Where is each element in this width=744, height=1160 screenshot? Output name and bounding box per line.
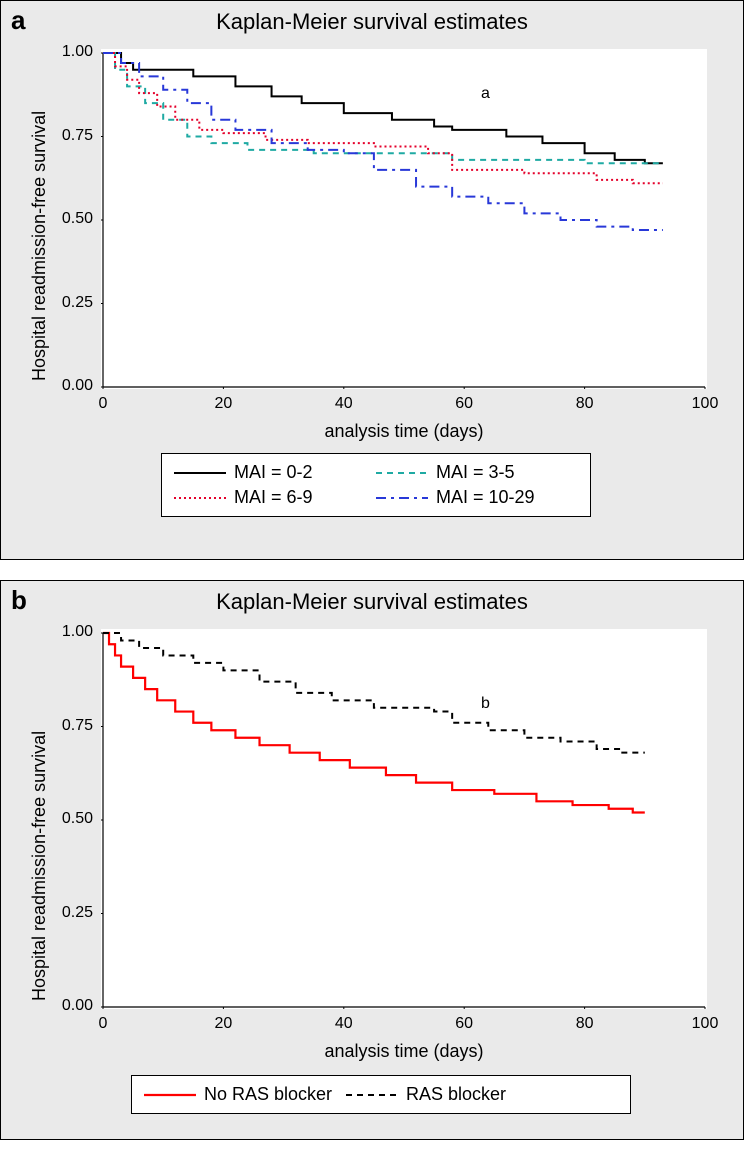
x-tick-label: 20 (203, 1015, 243, 1033)
legend-item: MAI = 10-29 (374, 487, 566, 508)
y-axis-label-a: Hospital readmission-free survival (29, 111, 50, 381)
in-plot-letter-a: a (481, 85, 490, 103)
x-tick-label: 0 (83, 395, 123, 413)
legend-item: RAS blocker (344, 1084, 536, 1105)
y-tick-label: 0.50 (49, 210, 93, 228)
y-tick-label: 0.00 (49, 997, 93, 1015)
legend-label: No RAS blocker (204, 1084, 334, 1105)
y-tick-label: 0.75 (49, 717, 93, 735)
plot-area-b: b (101, 629, 707, 1009)
x-tick-label: 20 (203, 395, 243, 413)
y-axis-label-b: Hospital readmission-free survival (29, 731, 50, 1001)
legend-a: MAI = 0-2 MAI = 3-5 MAI = 6-9 MAI = 10-29 (161, 453, 591, 517)
y-tick-label: 1.00 (49, 623, 93, 641)
legend-b: No RAS blocker RAS blocker (131, 1075, 631, 1114)
chart-svg-b (101, 629, 707, 1009)
x-tick-label: 60 (444, 1015, 484, 1033)
legend-label: RAS blocker (406, 1084, 536, 1105)
x-tick-label: 100 (685, 1015, 725, 1033)
in-plot-letter-b: b (481, 695, 490, 713)
legend-label: MAI = 6-9 (234, 487, 364, 508)
x-tick-label: 0 (83, 1015, 123, 1033)
y-tick-label: 1.00 (49, 43, 93, 61)
x-tick-label: 60 (444, 395, 484, 413)
x-axis-label-a: analysis time (days) (101, 421, 707, 442)
legend-item: MAI = 0-2 (172, 462, 364, 483)
legend-label: MAI = 10-29 (436, 487, 566, 508)
y-tick-label: 0.75 (49, 127, 93, 145)
x-axis-label-b: analysis time (days) (101, 1041, 707, 1062)
y-tick-label: 0.25 (49, 904, 93, 922)
legend-item: MAI = 3-5 (374, 462, 566, 483)
chart-title-b: Kaplan-Meier survival estimates (1, 589, 743, 615)
legend-label: MAI = 0-2 (234, 462, 364, 483)
x-tick-label: 80 (565, 1015, 605, 1033)
y-tick-label: 0.00 (49, 377, 93, 395)
legend-item: MAI = 6-9 (172, 487, 364, 508)
chart-title-a: Kaplan-Meier survival estimates (1, 9, 743, 35)
x-tick-label: 40 (324, 395, 364, 413)
panel-b: b Kaplan-Meier survival estimates b Hosp… (0, 580, 744, 1140)
legend-item: No RAS blocker (142, 1084, 334, 1105)
x-tick-label: 40 (324, 1015, 364, 1033)
y-tick-label: 0.50 (49, 810, 93, 828)
y-tick-label: 0.25 (49, 294, 93, 312)
panel-a: a Kaplan-Meier survival estimates a Hosp… (0, 0, 744, 560)
x-tick-label: 80 (565, 395, 605, 413)
x-tick-label: 100 (685, 395, 725, 413)
chart-svg-a (101, 49, 707, 389)
plot-area-a: a (101, 49, 707, 389)
legend-label: MAI = 3-5 (436, 462, 566, 483)
